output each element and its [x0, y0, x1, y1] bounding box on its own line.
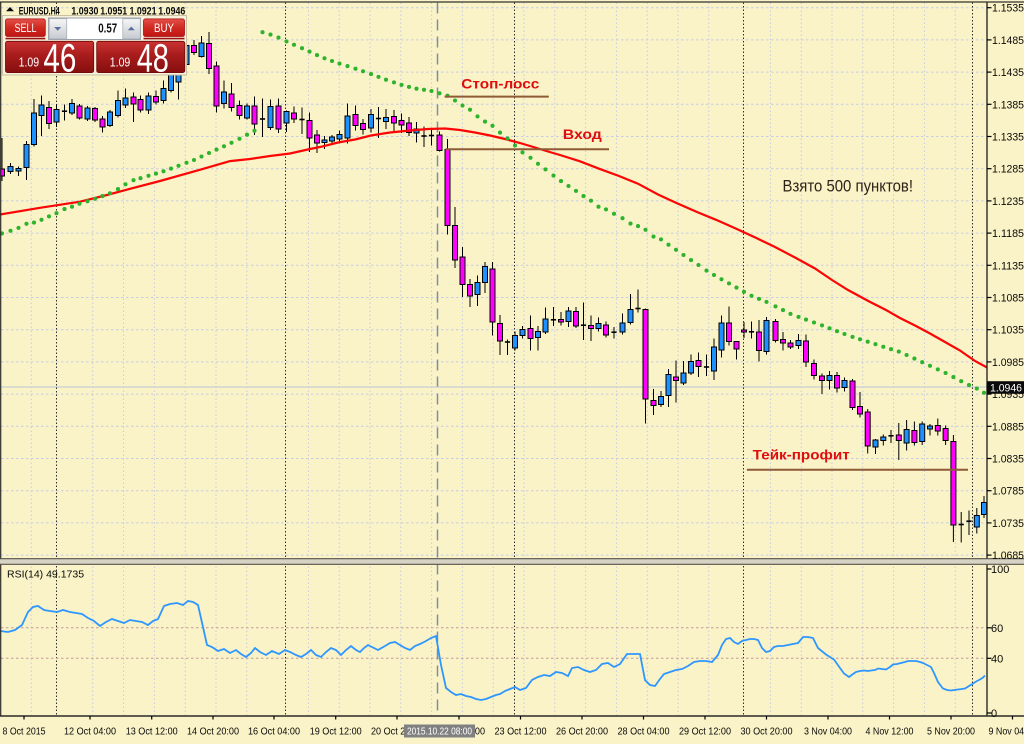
svg-text:26 Oct 20:00: 26 Oct 20:00	[556, 727, 608, 738]
svg-text:1.0785: 1.0785	[992, 486, 1024, 498]
svg-text:100: 100	[991, 564, 1009, 576]
svg-text:28 Oct 04:00: 28 Oct 04:00	[618, 727, 670, 738]
svg-text:1.1485: 1.1485	[992, 35, 1024, 47]
svg-text:19 Oct 12:00: 19 Oct 12:00	[310, 727, 362, 738]
svg-text:1.0930: 1.0930	[71, 6, 98, 18]
svg-text:0: 0	[991, 708, 997, 720]
svg-text:0.57: 0.57	[98, 22, 117, 36]
svg-text:SELL: SELL	[15, 23, 37, 35]
svg-text:1.0735: 1.0735	[992, 518, 1024, 530]
svg-text:1.0685: 1.0685	[992, 550, 1024, 562]
svg-text:29 Oct 12:00: 29 Oct 12:00	[679, 727, 731, 738]
svg-text:RSI(14) 49.1735: RSI(14) 49.1735	[7, 569, 84, 581]
svg-text:1.0946: 1.0946	[990, 382, 1022, 394]
svg-text:1.0946: 1.0946	[158, 6, 185, 18]
svg-text:1.1435: 1.1435	[992, 67, 1024, 79]
svg-text:1.0951: 1.0951	[100, 6, 127, 18]
svg-text:16 Oct 04:00: 16 Oct 04:00	[248, 727, 300, 738]
svg-text:1.1185: 1.1185	[992, 228, 1024, 240]
svg-text:2015.10.22 08:00: 2015.10.22 08:00	[407, 727, 472, 738]
svg-text:1.1135: 1.1135	[992, 260, 1024, 272]
svg-text:14 Oct 20:00: 14 Oct 20:00	[187, 727, 239, 738]
svg-text:30 Oct 20:00: 30 Oct 20:00	[741, 727, 793, 738]
svg-text:1.1285: 1.1285	[992, 164, 1024, 176]
svg-text:1.09: 1.09	[19, 56, 40, 70]
svg-text:1.1535: 1.1535	[992, 3, 1024, 15]
svg-text:Стоп-лосс: Стоп-лосс	[461, 77, 540, 92]
svg-text:1.1385: 1.1385	[992, 99, 1024, 111]
svg-text:48: 48	[137, 36, 169, 80]
svg-text:BUY: BUY	[154, 23, 174, 35]
svg-text:12 Oct 04:00: 12 Oct 04:00	[64, 727, 116, 738]
svg-text:3 Nov 04:00: 3 Nov 04:00	[804, 727, 852, 738]
svg-text:46: 46	[43, 36, 76, 80]
svg-text:1.09: 1.09	[110, 56, 131, 70]
svg-text:1.0835: 1.0835	[992, 454, 1024, 466]
svg-text:1.0921: 1.0921	[130, 6, 157, 18]
svg-text:Тейк-профит: Тейк-профит	[753, 448, 850, 463]
svg-text:1.1085: 1.1085	[992, 293, 1024, 305]
svg-text:13 Oct 12:00: 13 Oct 12:00	[126, 727, 178, 738]
svg-text:1.1035: 1.1035	[992, 325, 1024, 337]
svg-text:20 Oct 20:00: 20 Oct 20:00	[371, 727, 423, 738]
svg-text:8 Oct 2015: 8 Oct 2015	[3, 727, 46, 738]
svg-text:9 Nov 04:00: 9 Nov 04:00	[989, 727, 1024, 738]
svg-text:1.0885: 1.0885	[992, 421, 1024, 433]
svg-text:4 Nov 12:00: 4 Nov 12:00	[866, 727, 914, 738]
svg-text:1.1335: 1.1335	[992, 132, 1024, 144]
svg-text:60: 60	[991, 623, 1003, 635]
svg-text:23 Oct 12:00: 23 Oct 12:00	[495, 727, 547, 738]
svg-text:5 Nov 20:00: 5 Nov 20:00	[927, 727, 975, 738]
svg-text:Вход: Вход	[563, 127, 602, 142]
svg-text:EURUSD,H4: EURUSD,H4	[19, 6, 61, 18]
svg-text:1.1235: 1.1235	[992, 196, 1024, 208]
svg-text:40: 40	[991, 653, 1003, 665]
svg-text:1.0985: 1.0985	[992, 357, 1024, 369]
svg-text:Взято 500 пунктов!: Взято 500 пунктов!	[783, 177, 914, 196]
